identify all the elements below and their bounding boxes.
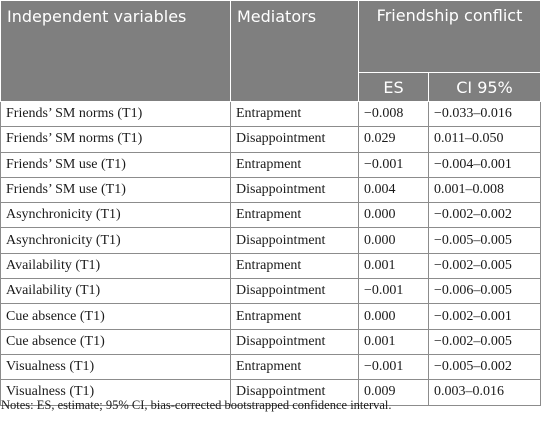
cell-mediator: Disappointment: [230, 176, 359, 204]
cell-variable: Cue absence (T1): [0, 303, 231, 330]
table-body: Friends’ SM norms (T1) Entrapment −0.008 −0…: [0, 100, 541, 406]
cell-variable: Friends’ SM norms (T1): [0, 100, 231, 128]
cell-mediator: Entrapment: [230, 202, 359, 229]
cell-es: 0.000: [358, 202, 429, 229]
header-mediators: Mediators: [230, 0, 359, 102]
cell-mediator: Disappointment: [230, 227, 359, 254]
cell-variable: Asynchronicity (T1): [0, 202, 231, 229]
cell-mediator: Disappointment: [230, 379, 359, 406]
table-row: Asynchronicity (T1) Entrapment 0.000 −0.002…: [0, 202, 541, 229]
cell-ci: −0.006–0.005: [428, 278, 541, 305]
table-row: Friends’ SM use (T1) Entrapment −0.001 −0.0…: [0, 151, 541, 178]
cell-es: 0.001: [358, 328, 429, 355]
header-es: ES: [358, 72, 429, 102]
cell-ci: −0.004–0.001: [428, 151, 541, 178]
cell-ci: 0.003–0.016: [428, 379, 541, 406]
cell-variable: Visualness (T1): [0, 379, 231, 406]
cell-mediator: Disappointment: [230, 278, 359, 305]
cell-variable: Asynchronicity (T1): [0, 227, 231, 254]
cell-ci: 0.011–0.050: [428, 126, 541, 153]
cell-ci: −0.002–0.002: [428, 202, 541, 229]
cell-variable: Availability (T1): [0, 278, 231, 305]
cell-es: −0.001: [358, 151, 429, 178]
header-friendship-conflict: Friendship conflict: [358, 0, 541, 73]
table-row: Availability (T1) Entrapment 0.001 −0.002–0…: [0, 252, 541, 280]
cell-mediator: Entrapment: [230, 252, 359, 280]
cell-ci: 0.001–0.008: [428, 176, 541, 204]
cell-ci: −0.002–0.005: [428, 252, 541, 280]
cell-variable: Visualness (T1): [0, 353, 231, 381]
cell-es: 0.001: [358, 252, 429, 280]
header-ci: CI 95%: [428, 72, 541, 102]
cell-ci: −0.005–0.005: [428, 227, 541, 254]
cell-es: −0.001: [358, 278, 429, 305]
cell-es: −0.008: [358, 100, 429, 128]
table-row: Friends’ SM norms (T1) Disappointment 0.02…: [0, 126, 541, 153]
header-independent-variables: Independent variables: [0, 0, 231, 102]
cell-ci: −0.002–0.001: [428, 303, 541, 330]
cell-variable: Friends’ SM use (T1): [0, 176, 231, 204]
table-row: Visualness (T1) Entrapment −0.001 −0.005–0.…: [0, 353, 541, 381]
results-table: Independent variables Mediators Friendsh…: [0, 0, 541, 406]
cell-es: 0.004: [358, 176, 429, 204]
cell-variable: Friends’ SM use (T1): [0, 151, 231, 178]
cell-mediator: Entrapment: [230, 151, 359, 178]
cell-ci: −0.005–0.002: [428, 353, 541, 381]
cell-ci: −0.033–0.016: [428, 100, 541, 128]
table-row: Friends’ SM norms (T1) Entrapment −0.008 −0…: [0, 100, 541, 128]
cell-mediator: Entrapment: [230, 353, 359, 381]
table-notes: Notes: ES, estimate; 95% CI, bias-correc…: [1, 398, 392, 412]
cell-mediator: Entrapment: [230, 100, 359, 128]
cell-es: −0.001: [358, 353, 429, 381]
cell-variable: Availability (T1): [0, 252, 231, 280]
table-row: Asynchronicity (T1) Disappointment 0.000 −0…: [0, 227, 541, 254]
cell-mediator: Disappointment: [230, 126, 359, 153]
table-row: Availability (T1) Disappointment −0.001 −0.…: [0, 278, 541, 305]
cell-variable: Cue absence (T1): [0, 328, 231, 355]
table-row: Cue absence (T1) Disappointment 0.001 −0.00…: [0, 328, 541, 355]
cell-es: 0.000: [358, 303, 429, 330]
cell-mediator: Disappointment: [230, 328, 359, 355]
cell-variable: Friends’ SM norms (T1): [0, 126, 231, 153]
table-row: Visualness (T1) Disappointment 0.009 0.003–…: [0, 379, 541, 406]
cell-es: 0.000: [358, 227, 429, 254]
cell-es: 0.029: [358, 126, 429, 153]
table-row: Friends’ SM use (T1) Disappointment 0.004 0…: [0, 176, 541, 204]
cell-ci: −0.002–0.005: [428, 328, 541, 355]
table-row: Cue absence (T1) Entrapment 0.000 −0.002–0.…: [0, 303, 541, 330]
cell-mediator: Entrapment: [230, 303, 359, 330]
